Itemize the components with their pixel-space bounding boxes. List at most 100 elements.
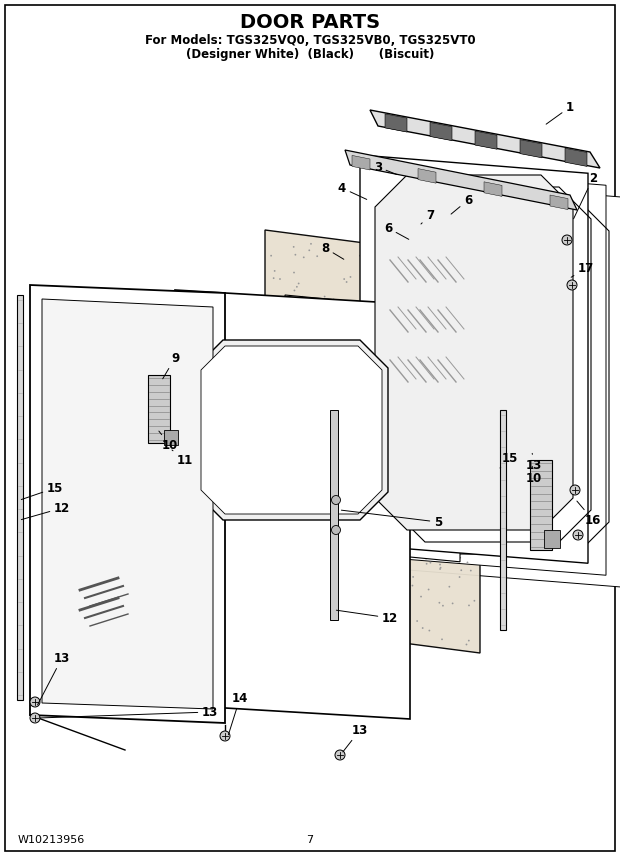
Circle shape [383,274,384,276]
Circle shape [299,435,301,437]
Circle shape [445,526,447,528]
Circle shape [270,342,272,344]
Circle shape [327,496,329,498]
Circle shape [428,330,430,332]
Circle shape [469,419,471,421]
Circle shape [445,436,446,437]
Polygon shape [285,295,460,562]
Circle shape [343,442,345,443]
Circle shape [418,550,420,552]
Circle shape [295,412,297,413]
Circle shape [390,372,391,374]
Circle shape [362,342,364,344]
Circle shape [337,449,339,451]
Circle shape [368,544,370,545]
Circle shape [443,508,445,510]
Circle shape [443,318,445,319]
Circle shape [289,585,291,586]
Circle shape [409,405,410,407]
Circle shape [447,302,449,304]
Circle shape [405,502,407,505]
Circle shape [573,530,583,540]
Circle shape [343,278,345,280]
Text: 17: 17 [571,261,594,277]
Circle shape [386,468,388,470]
Text: 5: 5 [342,510,442,528]
Circle shape [427,375,429,377]
Circle shape [308,249,310,251]
Circle shape [327,301,329,303]
Circle shape [288,517,290,519]
Text: W10213956: W10213956 [18,835,86,845]
Circle shape [329,441,330,443]
Circle shape [310,550,312,551]
Circle shape [443,389,445,390]
Circle shape [365,320,367,322]
Circle shape [412,585,414,586]
Circle shape [343,366,345,367]
Circle shape [365,449,366,450]
Circle shape [429,307,431,309]
Circle shape [274,270,275,272]
Text: 13: 13 [40,705,218,718]
Circle shape [404,266,405,268]
Circle shape [393,585,395,587]
Circle shape [390,514,391,516]
Circle shape [420,332,422,334]
Circle shape [409,306,411,308]
Circle shape [383,392,384,394]
Circle shape [456,485,458,487]
Circle shape [280,344,282,346]
Circle shape [327,565,329,567]
Circle shape [366,350,368,352]
Text: 4: 4 [338,181,367,199]
Circle shape [301,296,303,298]
Circle shape [474,600,476,602]
Circle shape [337,444,339,446]
Circle shape [388,520,389,521]
Circle shape [440,567,441,568]
Circle shape [466,644,467,645]
Circle shape [386,410,388,412]
Text: DOOR PARTS: DOOR PARTS [240,13,380,32]
Circle shape [344,371,346,372]
Circle shape [306,370,308,372]
Circle shape [436,321,438,323]
Circle shape [284,561,286,562]
Circle shape [422,627,423,629]
Circle shape [407,527,409,529]
Circle shape [384,366,386,368]
Circle shape [399,363,401,365]
Circle shape [336,386,338,388]
Circle shape [415,320,417,322]
Circle shape [305,569,307,571]
Circle shape [278,325,280,327]
Polygon shape [195,340,388,520]
Circle shape [367,408,369,410]
Circle shape [358,628,360,630]
Circle shape [402,615,404,616]
Circle shape [439,563,441,566]
Circle shape [288,583,290,585]
Circle shape [440,277,442,279]
Circle shape [460,306,462,307]
Circle shape [317,337,319,339]
Text: 9: 9 [162,352,179,379]
Circle shape [361,352,363,354]
Text: 15: 15 [500,451,518,468]
Circle shape [296,286,298,288]
Circle shape [317,383,319,384]
Circle shape [410,525,412,526]
Circle shape [392,587,394,589]
Circle shape [277,379,278,381]
Circle shape [283,466,285,467]
Circle shape [463,376,465,377]
Circle shape [441,639,443,640]
Circle shape [383,610,384,612]
Circle shape [322,602,324,603]
Circle shape [425,277,427,279]
Circle shape [438,602,440,603]
Text: 14: 14 [228,692,248,734]
Polygon shape [30,285,225,723]
Circle shape [291,391,293,393]
